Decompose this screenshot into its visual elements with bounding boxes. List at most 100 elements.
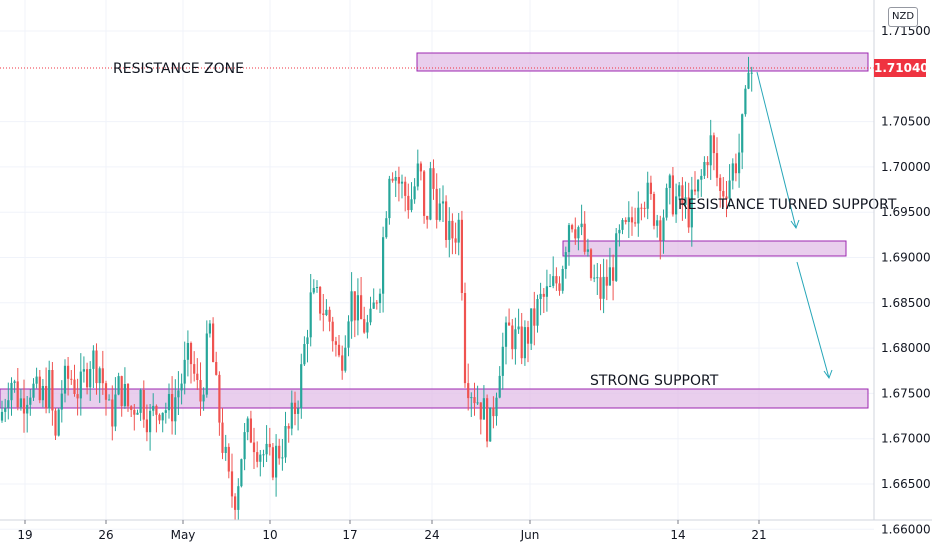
candle [205,320,208,398]
candle-body [448,220,451,240]
arrow-2-line [796,261,830,379]
candle-body [649,182,652,194]
candle [734,153,737,182]
time-tick-label: 21 [751,528,766,542]
candle [70,370,73,385]
candle-body [561,269,564,291]
candle [45,367,48,414]
candle-body [634,222,637,224]
candle-body [580,223,583,228]
candle [555,267,558,291]
candle-body [126,384,130,407]
candle [574,217,577,245]
candle [719,174,722,208]
candle [76,378,79,416]
candle [397,166,400,202]
candle [567,223,571,266]
candle-body [95,350,98,384]
candle-body [747,72,750,89]
candle-body [589,249,593,279]
candle-body [741,114,744,153]
candle-body [224,446,227,453]
candle [297,400,300,431]
candle-body [671,175,674,215]
candle [715,137,719,187]
candle [731,158,734,190]
candle [426,215,429,229]
candle [268,427,271,456]
price-axis[interactable]: 1.71500 1.70500 1.70000 1.69500 1.69000 1.685… [881,24,931,536]
candle [19,388,22,411]
candle [54,407,57,440]
candle-body [230,471,234,497]
resistance-zone[interactable] [416,52,869,72]
candle [605,259,608,301]
candle [728,164,731,208]
candle [498,366,501,399]
candle-body [111,399,114,427]
candle-body [473,397,476,404]
candle [489,407,492,442]
candle-body [407,195,410,211]
candle [63,359,67,403]
candle [196,358,199,390]
candle [139,388,142,421]
resistance-turned-support-zone[interactable] [562,240,847,257]
candle-body [312,288,315,293]
candle [492,396,495,429]
candle-body [652,194,656,226]
candle-body [397,177,400,184]
time-tick-label: 19 [17,528,32,542]
candle [470,392,473,417]
candle-body [738,152,741,174]
candle [656,214,659,238]
strong-support-zone[interactable] [0,388,869,409]
candle-body [697,179,700,192]
candle [511,319,514,360]
candle [202,387,205,411]
time-tick-label: May [171,528,196,542]
candle [741,113,744,170]
zones-layer [0,52,869,409]
candle-body [334,341,337,345]
candle-body [221,422,224,453]
candle-body [67,365,70,379]
candle-body [315,287,319,288]
candle-body [10,382,13,401]
candle [652,191,656,230]
candle [435,173,438,229]
candle-body [564,252,567,269]
candle [596,263,599,295]
candle [646,171,649,220]
candle [394,170,397,197]
candle [577,225,580,251]
candle [328,306,331,332]
time-tick-label: 17 [342,528,357,542]
candle [441,185,445,222]
candle [158,413,161,425]
candle [300,353,303,419]
candle-body [29,397,32,405]
candle [419,161,422,181]
candle [322,294,325,332]
candle [416,149,419,191]
candle [95,343,98,395]
candle-body [92,350,95,369]
candle-body [391,178,394,181]
projection-arrows [756,71,833,380]
candle-body [378,293,382,304]
candle [747,56,750,90]
candle [539,282,542,316]
candle [293,391,297,426]
candle [51,362,54,426]
candle-body [482,398,485,420]
candle [517,308,520,334]
candle-body [549,285,552,287]
candle [73,364,76,397]
currency-badge[interactable]: NZD [888,7,918,27]
candle-body [382,237,385,294]
time-axis[interactable]: 19 26 May 10 17 24 Jun 14 21 [17,520,767,542]
candle [10,377,13,416]
candle-body [489,407,492,442]
